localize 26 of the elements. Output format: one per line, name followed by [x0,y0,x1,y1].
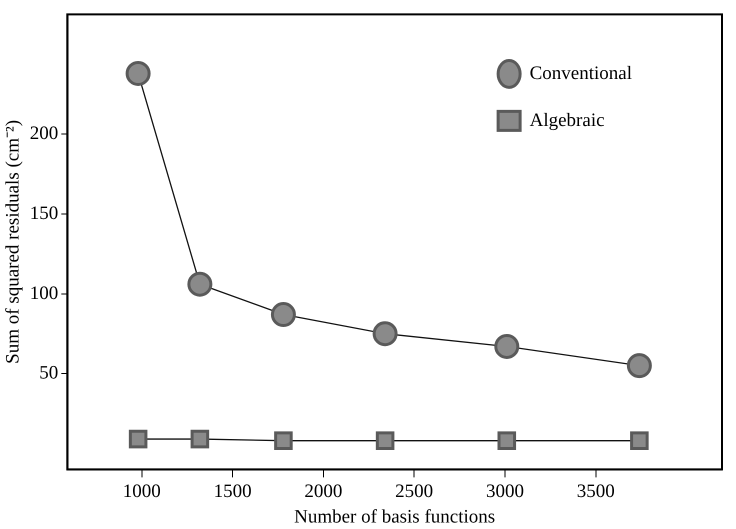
x-tick-label: 3000 [486,480,524,502]
legend-label: Conventional [530,62,632,84]
point [190,430,210,448]
legend-label: Algebraic [530,110,605,131]
point [626,353,652,378]
point [494,334,520,359]
y-tick-label: 50 [39,362,58,384]
y-tick-label: 100 [30,282,58,304]
x-axis-title: Number of basis functions [294,506,496,528]
point [372,321,398,346]
point [376,431,394,450]
point [126,60,151,86]
x-tick-label: 1000 [122,480,161,502]
y-tick-label: 150 [30,202,58,224]
point [498,431,516,450]
x-tick-label: 2500 [395,480,434,502]
point [630,431,649,450]
x-tick-label: 1500 [214,480,252,502]
point [274,431,293,450]
point [187,272,212,297]
x-tick-label: 2000 [304,480,342,502]
x-tick-label: 3500 [576,480,615,502]
point [128,430,148,448]
y-tick-label: 200 [30,123,58,144]
y-axis-title: Sum of squared residuals (cm⁻²) [2,120,24,364]
point [270,302,296,328]
